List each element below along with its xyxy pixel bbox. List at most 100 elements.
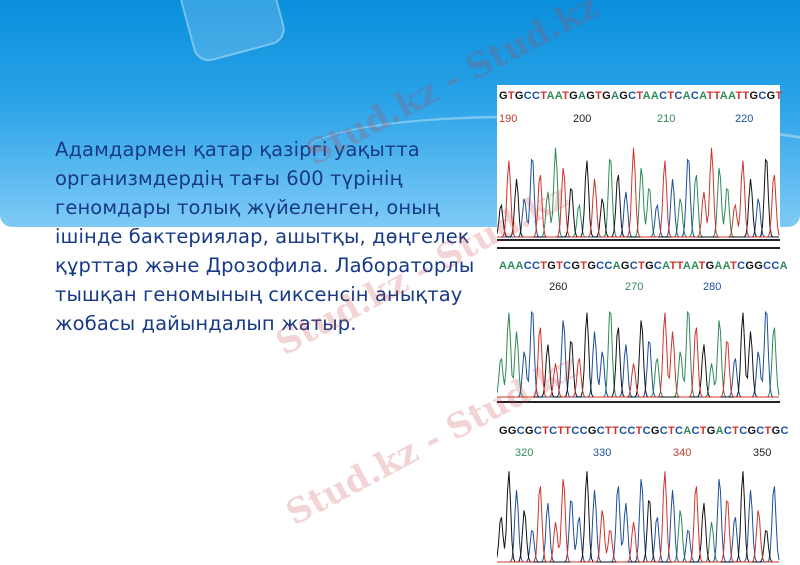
trace-A <box>497 147 779 238</box>
base-letter: C <box>596 425 606 437</box>
base-letter: G <box>499 425 508 437</box>
base-letter: A <box>499 260 508 272</box>
base-letter: A <box>507 260 516 272</box>
base-letter: G <box>524 425 534 437</box>
base-letter: G <box>569 90 579 102</box>
base-letter: C <box>516 425 525 437</box>
base-letter: T <box>742 90 750 102</box>
base-letter: G <box>587 260 597 272</box>
watermark-logo-icon <box>170 459 284 565</box>
base-letter: A <box>719 90 729 102</box>
base-letter: T <box>638 260 646 272</box>
slide-body-text: Адамдармен қатар қазіргі уақытта организ… <box>55 138 475 335</box>
base-letter: A <box>515 260 524 272</box>
base-letter: A <box>611 90 620 102</box>
base-letter: T <box>698 260 706 272</box>
base-letter: A <box>691 260 699 272</box>
base-letter: G <box>706 425 716 437</box>
position-label: 340 <box>673 447 692 459</box>
base-letter: A <box>683 425 692 437</box>
position-label: 320 <box>515 447 534 459</box>
base-letter: T <box>636 90 643 102</box>
base-letter: C <box>523 260 532 272</box>
base-letter: T <box>542 425 550 437</box>
base-letter: T <box>735 90 743 102</box>
base-letter: C <box>628 90 637 102</box>
base-letter: C <box>653 260 663 272</box>
base-letter: T <box>706 90 714 102</box>
divider-line <box>497 239 780 241</box>
trace-panel <box>497 310 780 398</box>
base-letter: T <box>669 260 677 272</box>
base-letter: A <box>715 425 724 437</box>
base-letter: T <box>595 90 603 102</box>
base-letter: C <box>771 260 780 272</box>
base-letter: T <box>730 260 738 272</box>
base-letter: G <box>747 425 757 437</box>
sequence-line: AAACCTGTCGTGCCAGCTGCATTAATGAATCGGCCA <box>499 260 788 272</box>
position-label: 220 <box>735 113 754 125</box>
base-letter: G <box>745 260 755 272</box>
position-label: 270 <box>625 281 644 293</box>
base-letter: C <box>723 425 733 437</box>
base-letter: C <box>737 260 746 272</box>
base-letter: T <box>676 260 683 272</box>
base-letter: C <box>549 425 558 437</box>
trace-C <box>497 310 779 398</box>
base-letter: C <box>596 260 605 272</box>
sequence-line: GGCGCTCTTCCGCTTCCTCGCTCACTGACTCGCTGC <box>499 425 789 437</box>
base-letter: A <box>779 260 788 272</box>
base-letter: C <box>675 425 684 437</box>
trace-T <box>497 471 779 563</box>
base-letter: G <box>754 260 764 272</box>
trace-T <box>497 312 779 398</box>
base-letter: T <box>775 90 783 102</box>
base-letter: G <box>650 425 660 437</box>
base-letter: A <box>546 90 555 102</box>
divider-line <box>497 401 780 403</box>
base-letter: T <box>540 260 548 272</box>
base-letter: C <box>659 90 668 102</box>
base-letter: A <box>699 90 707 102</box>
base-letter: A <box>650 90 660 102</box>
base-letter: T <box>605 425 613 437</box>
base-letter: G <box>587 425 597 437</box>
base-letter: C <box>690 90 700 102</box>
trace-G <box>497 471 779 563</box>
position-label: 330 <box>593 447 612 459</box>
sequence-line: GTGCCTAATGAGTGAGCTAACTCACATTAATTGCGT <box>499 90 783 102</box>
position-label: 260 <box>549 281 568 293</box>
base-letter: T <box>507 90 515 102</box>
base-letter: T <box>667 425 676 437</box>
base-letter: G <box>586 90 596 102</box>
base-letter: T <box>764 425 772 437</box>
base-letter: G <box>620 260 630 272</box>
base-letter: A <box>662 260 670 272</box>
base-letter: T <box>713 90 720 102</box>
base-letter: T <box>557 425 565 437</box>
base-letter: C <box>642 425 651 437</box>
base-letter: C <box>563 260 572 272</box>
base-letter: C <box>532 90 541 102</box>
base-letter: C <box>619 425 628 437</box>
trace-G <box>497 158 779 238</box>
base-letter: T <box>562 90 570 102</box>
base-letter: A <box>728 90 736 102</box>
dna-chromatogram-image: GTGCCTAATGAGTGAGCTAACTCACATTAATTGCGT 190… <box>497 85 788 564</box>
base-letter: A <box>722 260 731 272</box>
base-letter: C <box>691 425 700 437</box>
base-letter: G <box>749 90 759 102</box>
base-letter: G <box>771 425 781 437</box>
base-letter: T <box>635 425 643 437</box>
base-letter: T <box>564 425 572 437</box>
base-letter: C <box>579 425 588 437</box>
base-letter: A <box>612 260 621 272</box>
base-letter: T <box>667 90 675 102</box>
base-letter: G <box>547 260 557 272</box>
base-letter: G <box>766 90 776 102</box>
base-letter: G <box>499 90 508 102</box>
base-letter: C <box>756 425 765 437</box>
base-letter: A <box>682 90 691 102</box>
base-letter: G <box>571 260 581 272</box>
base-letter: C <box>674 90 683 102</box>
